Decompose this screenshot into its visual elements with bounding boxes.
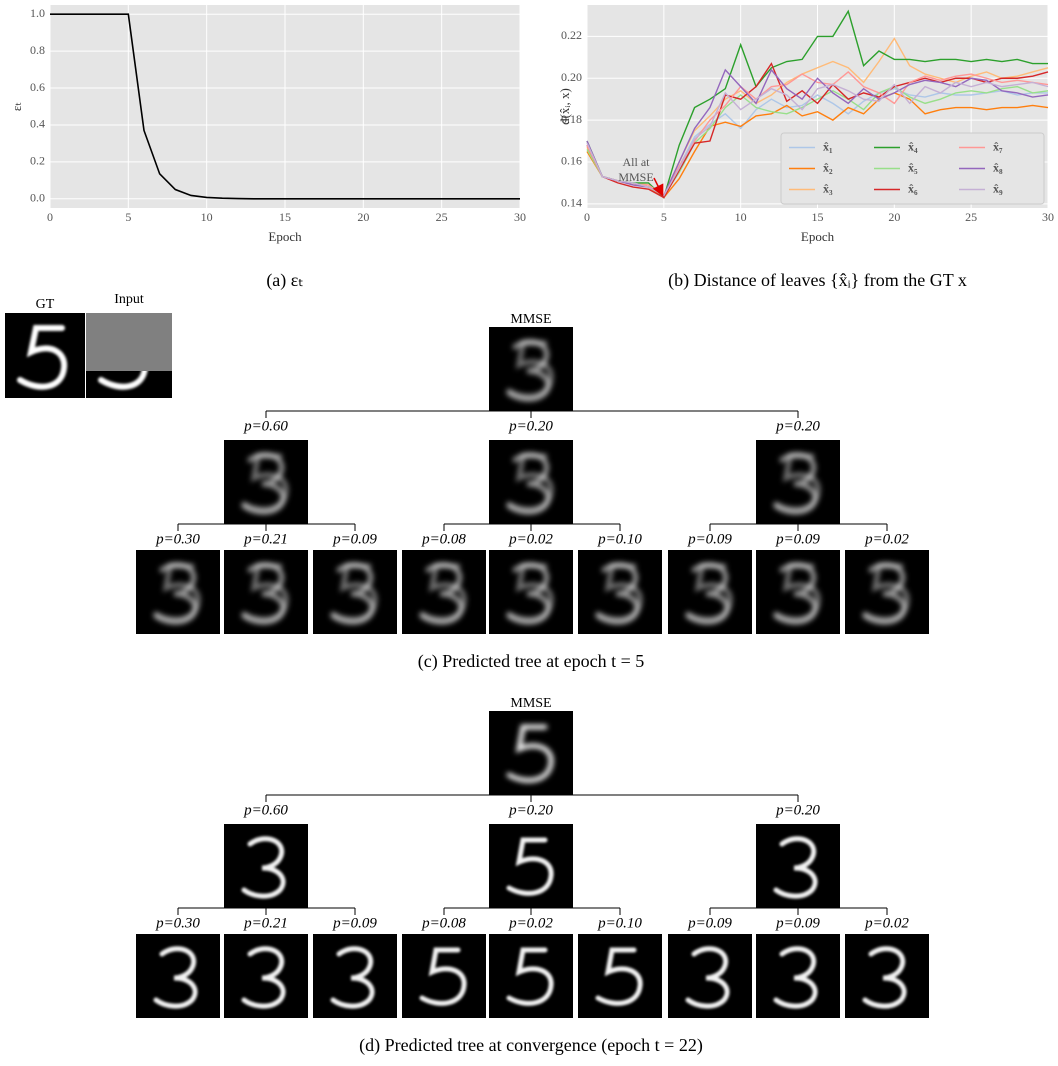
x-tick-label: 20 <box>888 210 900 224</box>
legend-label: x̂₉ <box>993 181 1003 195</box>
branch-probability: p=0.09 <box>775 531 820 547</box>
annotation: All at <box>623 155 651 169</box>
branch-probability: p=0.10 <box>597 531 642 547</box>
x-axis-label: Epoch <box>268 229 302 244</box>
branch-probability: p=0.21 <box>243 915 288 931</box>
branch-probability: p=0.02 <box>864 531 909 547</box>
branch-probability: p=0.60 <box>243 802 288 818</box>
x-tick-label: 0 <box>47 210 53 224</box>
y-tick-label: 0.2 <box>30 154 45 168</box>
y-tick-label: 1.0 <box>30 6 45 20</box>
caption: (b) Distance of leaves {x̂ᵢ} from the GT… <box>668 270 967 291</box>
x-axis-label: Epoch <box>801 229 835 244</box>
x-tick-label: 10 <box>201 210 213 224</box>
caption: (c) Predicted tree at epoch t = 5 <box>418 651 645 672</box>
figure: GT Input 0.0 0.2 0.4 0.6 0.8 1.0 0 5 10 15 20 25 30 E… <box>0 0 1058 1066</box>
legend-label: x̂₄ <box>908 139 918 153</box>
x-tick-label: 30 <box>1042 210 1054 224</box>
branch-probability: p=0.30 <box>155 531 200 547</box>
y-tick-label: 0.6 <box>30 80 45 94</box>
branch-probability: p=0.20 <box>508 802 553 818</box>
branch-probability: p=0.08 <box>421 915 466 931</box>
y-axis-label: εₜ <box>9 102 24 111</box>
branch-probability: p=0.09 <box>687 531 732 547</box>
legend-label: x̂₁ <box>823 139 833 153</box>
y-tick-label: 0.14 <box>561 196 582 210</box>
branch-probability: p=0.09 <box>332 531 377 547</box>
branch-probability: p=0.09 <box>775 915 820 931</box>
branch-probability: p=0.09 <box>687 915 732 931</box>
root-label: MMSE <box>510 696 551 711</box>
branch-probability: p=0.60 <box>243 418 288 434</box>
y-tick-label: 0.20 <box>561 70 582 84</box>
y-tick-label: 0.16 <box>561 154 582 168</box>
branch-probability: p=0.02 <box>508 531 553 547</box>
branch-probability: p=0.30 <box>155 915 200 931</box>
input-mask <box>86 313 172 371</box>
x-tick-label: 10 <box>735 210 747 224</box>
branch-probability: p=0.20 <box>508 418 553 434</box>
root-label: MMSE <box>510 312 551 327</box>
x-tick-label: 15 <box>279 210 291 224</box>
x-tick-label: 5 <box>125 210 131 224</box>
legend-label: x̂₇ <box>993 139 1003 153</box>
x-tick-label: 0 <box>584 210 590 224</box>
legend-label: x̂₈ <box>993 160 1003 174</box>
legend-label: x̂₆ <box>908 181 918 195</box>
caption: (a) εₜ <box>266 270 303 291</box>
branch-probability: p=0.09 <box>332 915 377 931</box>
y-tick-label: 0.0 <box>30 191 45 205</box>
legend-label: x̂₃ <box>823 181 833 195</box>
y-axis-label: d(x̂ᵢ, x) <box>557 88 572 125</box>
branch-probability: p=0.10 <box>597 915 642 931</box>
caption: (d) Predicted tree at convergence (epoch… <box>359 1035 703 1056</box>
branch-probability: p=0.02 <box>864 915 909 931</box>
y-tick-label: 0.8 <box>30 43 45 57</box>
branch-probability: p=0.02 <box>508 915 553 931</box>
y-tick-label: 0.22 <box>561 28 582 42</box>
x-tick-label: 25 <box>436 210 448 224</box>
input-label: Input <box>114 292 144 307</box>
x-tick-label: 30 <box>514 210 526 224</box>
x-tick-label: 25 <box>965 210 977 224</box>
y-tick-label: 0.4 <box>30 117 45 131</box>
branch-probability: p=0.08 <box>421 531 466 547</box>
branch-probability: p=0.20 <box>775 418 820 434</box>
legend-label: x̂₂ <box>823 160 833 174</box>
branch-probability: p=0.20 <box>775 802 820 818</box>
x-tick-label: 15 <box>812 210 824 224</box>
x-tick-label: 20 <box>357 210 369 224</box>
legend-label: x̂₅ <box>908 160 918 174</box>
annotation: MMSE <box>618 170 653 184</box>
x-tick-label: 5 <box>661 210 667 224</box>
gt-label: GT <box>36 297 55 312</box>
branch-probability: p=0.21 <box>243 531 288 547</box>
